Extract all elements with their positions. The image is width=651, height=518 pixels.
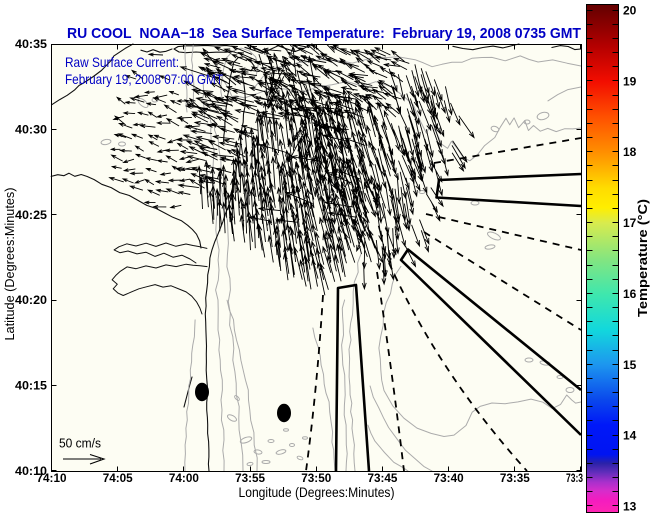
svg-text:Temperature (°C): Temperature (°C) (635, 199, 650, 317)
svg-text:February 19, 2008 07:00 GMT: February 19, 2008 07:00 GMT (65, 71, 223, 87)
svg-text:18: 18 (623, 145, 637, 159)
svg-text:15: 15 (623, 358, 637, 372)
svg-text:74:05: 74:05 (103, 471, 133, 485)
svg-text:Latitude (Degrees:Minutes): Latitude (Degrees:Minutes) (3, 188, 17, 341)
svg-text:20: 20 (623, 4, 637, 18)
svg-text:73:3: 73:3 (566, 471, 583, 485)
svg-text:74:10: 74:10 (37, 471, 67, 485)
svg-text:73:50: 73:50 (301, 471, 331, 485)
svg-text:50 cm/s: 50 cm/s (59, 437, 101, 451)
svg-text:14: 14 (623, 429, 637, 443)
svg-text:73:45: 73:45 (367, 471, 397, 485)
svg-text:40:15: 40:15 (15, 379, 47, 393)
svg-text:16: 16 (623, 287, 637, 301)
svg-text:40:20: 40:20 (15, 293, 47, 307)
svg-text:73:40: 73:40 (434, 471, 464, 485)
svg-text:74:00: 74:00 (169, 471, 199, 485)
svg-text:40:10: 40:10 (15, 464, 47, 478)
svg-text:17: 17 (623, 216, 637, 230)
svg-text:Longitude (Degrees:Minutes): Longitude (Degrees:Minutes) (239, 484, 395, 500)
svg-text:40:25: 40:25 (15, 208, 47, 222)
svg-text:73:35: 73:35 (500, 471, 530, 485)
svg-text:RU COOL NOAA−18 Sea Surface: RU COOL NOAA−18 Sea Surface Temperature:… (67, 25, 581, 42)
svg-text:73:55: 73:55 (235, 471, 265, 485)
svg-text:13: 13 (623, 499, 637, 513)
svg-text:40:30: 40:30 (15, 122, 47, 136)
svg-text:Raw Surface Current:: Raw Surface Current: (65, 54, 179, 70)
svg-text:19: 19 (623, 74, 637, 88)
svg-text:40:35: 40:35 (15, 37, 47, 51)
